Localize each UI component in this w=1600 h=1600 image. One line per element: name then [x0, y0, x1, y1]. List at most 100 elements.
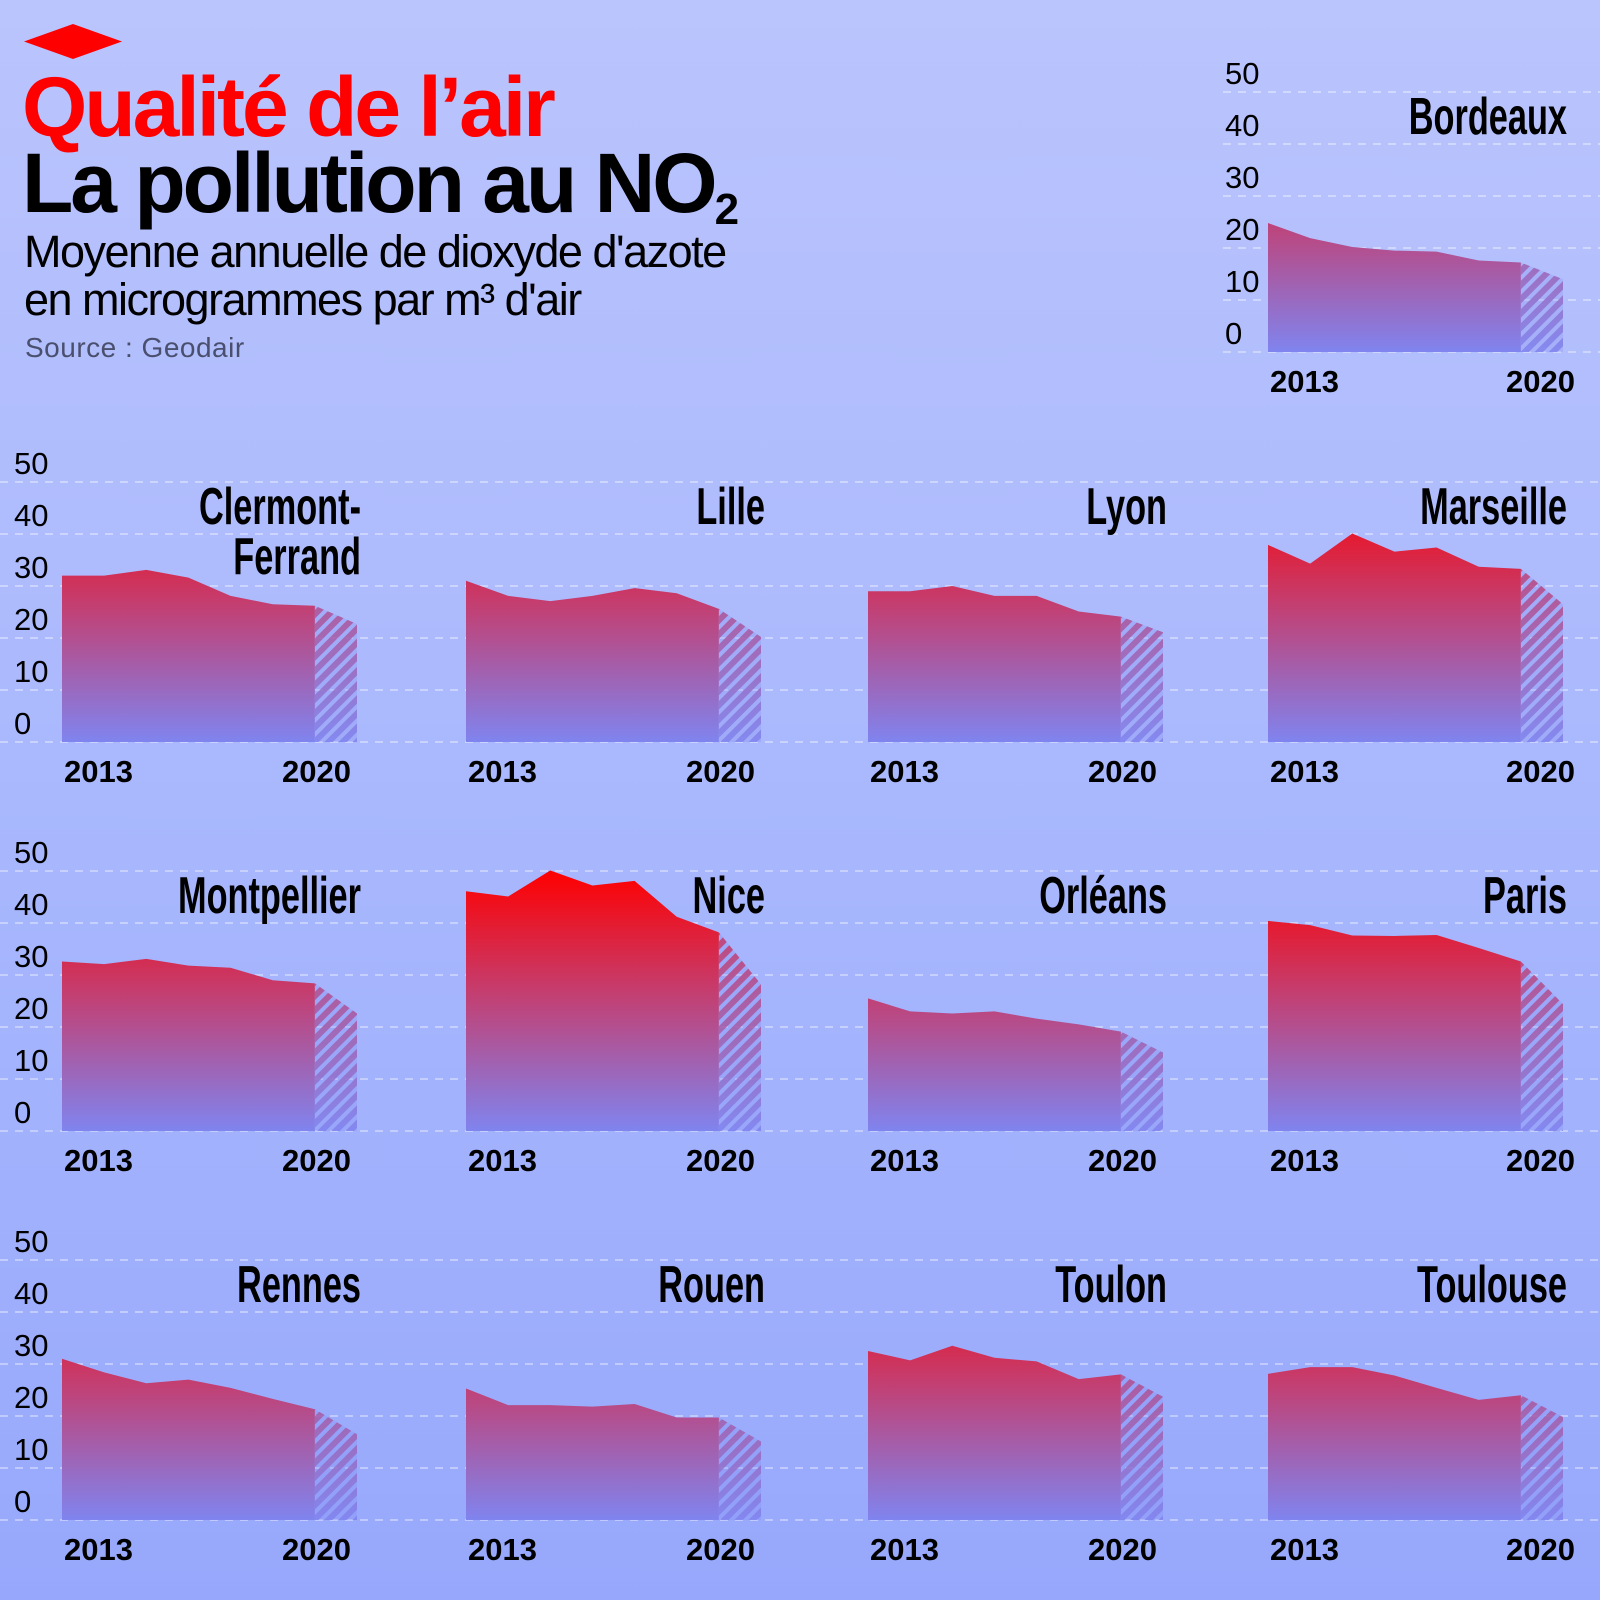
- hatched-area-background: [1520, 961, 1563, 1131]
- x-tick-label: 2013: [1270, 364, 1339, 399]
- chart-title: Rouen: [658, 1256, 765, 1314]
- hatched-area-segment: [1520, 568, 1563, 742]
- x-tick-label: 2013: [1270, 754, 1339, 789]
- area-series: [466, 580, 719, 742]
- x-tick-label: 2020: [282, 1532, 351, 1567]
- y-tick-label: 30: [14, 550, 48, 585]
- chart-title: Lyon: [1086, 478, 1167, 536]
- x-tick-label: 2020: [1506, 1532, 1575, 1567]
- y-tick-label: 0: [1225, 316, 1242, 351]
- hatched-area-segment: [314, 983, 357, 1131]
- chart-title: Bordeaux: [1409, 88, 1568, 146]
- chart-title: Clermont-Ferrand: [199, 478, 361, 586]
- chart-panel-nice: 2013 2020 Nice: [466, 867, 765, 1178]
- area-series: [466, 1388, 719, 1520]
- hatched-area-background: [718, 932, 761, 1131]
- x-tick-label: 2013: [870, 1532, 939, 1567]
- hatched-area-background: [1520, 568, 1563, 742]
- hatched-area-segment: [1520, 1395, 1563, 1520]
- area-series: [1268, 1367, 1521, 1520]
- source-note: Source : Geodair: [25, 332, 245, 363]
- x-tick-label: 2013: [468, 1532, 537, 1567]
- hatched-area-background: [314, 1409, 357, 1520]
- y-tick-label: 10: [14, 1432, 48, 1467]
- page-title-text: La pollution au NO: [22, 136, 718, 230]
- hatched-area-segment: [1120, 616, 1163, 742]
- area-series: [466, 870, 719, 1131]
- area-series: [62, 1358, 315, 1520]
- y-tick-label: 40: [14, 887, 48, 922]
- y-tick-label: 10: [14, 654, 48, 689]
- hatched-area-background: [1120, 1374, 1163, 1520]
- chart-title: Lille: [696, 478, 765, 536]
- hatched-area-background: [1520, 262, 1563, 352]
- hatched-area-segment: [1520, 262, 1563, 352]
- chart-title: Toulouse: [1417, 1256, 1567, 1314]
- page-title-subscript: 2: [714, 185, 740, 234]
- x-tick-label: 2020: [686, 754, 755, 789]
- hatched-area-background: [314, 983, 357, 1131]
- y-tick-label: 50: [14, 446, 48, 481]
- hatched-area-segment: [314, 1409, 357, 1520]
- chart-panel-rouen: 2013 2020 Rouen: [466, 1256, 765, 1567]
- x-tick-label: 2013: [870, 1143, 939, 1178]
- chart-panel-clermont-ferrand: 0 10 20 30 40 50 2013 2020 Clermont-Ferrand: [14, 446, 361, 789]
- area-series: [62, 958, 315, 1131]
- chart-panel-lille: 2013 2020 Lille: [466, 478, 765, 789]
- y-tick-label: 10: [1225, 264, 1259, 299]
- diamond-logo-icon: [24, 24, 122, 59]
- hatched-area-segment: [1120, 1031, 1163, 1131]
- chart-panel-paris: 2013 2020 Paris: [1268, 867, 1575, 1178]
- y-tick-label: 10: [14, 1043, 48, 1078]
- area-series: [1268, 533, 1521, 742]
- y-tick-label: 50: [14, 1224, 48, 1259]
- hatched-area-background: [718, 608, 761, 742]
- hatched-area-segment: [1120, 1374, 1163, 1520]
- hatched-area-background: [1520, 1395, 1563, 1520]
- y-tick-label: 20: [14, 602, 48, 637]
- y-tick-label: 0: [14, 706, 31, 741]
- subtitle: Moyenne annuelle de dioxyde d'azote en m…: [24, 228, 727, 325]
- subtitle-line-2: en microgrammes par m³ d'air: [24, 274, 582, 325]
- hatched-area-segment: [1520, 961, 1563, 1131]
- chart-title: Montpellier: [178, 867, 361, 925]
- area-series: [1268, 223, 1521, 352]
- chart-title: Rennes: [237, 1256, 361, 1314]
- area-series: [62, 569, 315, 742]
- y-tick-label: 30: [14, 939, 48, 974]
- chart-panel-toulon: 2013 2020 Toulon: [868, 1256, 1167, 1567]
- y-tick-label: 20: [14, 1380, 48, 1415]
- x-tick-label: 2020: [1088, 1532, 1157, 1567]
- y-tick-label: 50: [1225, 56, 1259, 91]
- x-tick-label: 2013: [64, 754, 133, 789]
- x-tick-label: 2013: [870, 754, 939, 789]
- hatched-area-segment: [718, 1417, 761, 1520]
- chart-panel-marseille: 2013 2020 Marseille: [1268, 478, 1575, 789]
- x-tick-label: 2020: [1506, 364, 1575, 399]
- x-tick-label: 2013: [468, 754, 537, 789]
- area-series: [868, 998, 1121, 1131]
- hatched-area-background: [314, 605, 357, 742]
- y-tick-label: 30: [14, 1328, 48, 1363]
- chart-panel-lyon: 2013 2020 Lyon: [868, 478, 1167, 789]
- x-tick-label: 2013: [1270, 1532, 1339, 1567]
- x-tick-label: 2013: [64, 1532, 133, 1567]
- kicker-title: Qualité de l’air: [22, 60, 556, 154]
- chart-panel-montpellier: 0 10 20 30 40 50 2013 2020 Montpellier: [14, 835, 361, 1178]
- x-tick-label: 2013: [64, 1143, 133, 1178]
- y-tick-label: 40: [1225, 108, 1259, 143]
- hatched-area-background: [718, 1417, 761, 1520]
- hatched-area-background: [1120, 616, 1163, 742]
- y-tick-label: 0: [14, 1095, 31, 1130]
- area-series: [868, 1345, 1121, 1520]
- x-tick-label: 2020: [282, 1143, 351, 1178]
- y-tick-label: 50: [14, 835, 48, 870]
- area-series: [868, 586, 1121, 742]
- y-tick-label: 20: [1225, 212, 1259, 247]
- x-tick-label: 2013: [1270, 1143, 1339, 1178]
- x-tick-label: 2013: [468, 1143, 537, 1178]
- x-tick-label: 2020: [1506, 754, 1575, 789]
- hatched-area-background: [1120, 1031, 1163, 1131]
- chart-title: Paris: [1483, 867, 1567, 925]
